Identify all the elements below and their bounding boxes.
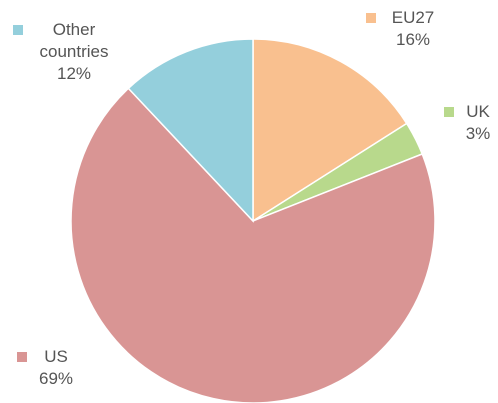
category-label: Other countries <box>39 20 109 61</box>
pie-slice <box>252 38 408 223</box>
legend-marker <box>17 352 27 362</box>
pie-slice <box>127 38 254 223</box>
data-label: Other countries 12% <box>24 19 124 85</box>
data-label: UK 3% <box>456 101 498 145</box>
data-label: US 69% <box>27 346 85 390</box>
legend-marker <box>366 13 376 23</box>
legend-marker <box>13 25 23 35</box>
data-label: EU27 16% <box>383 7 443 51</box>
category-label: UK <box>466 102 490 121</box>
value-label: 69% <box>38 369 74 388</box>
pie-slice <box>70 87 436 403</box>
category-label: US <box>44 347 68 366</box>
value-label: 3% <box>465 124 491 143</box>
category-label: EU27 <box>391 8 435 27</box>
value-label: 12% <box>56 64 92 83</box>
legend-marker <box>444 107 454 117</box>
value-label: 16% <box>395 30 431 49</box>
